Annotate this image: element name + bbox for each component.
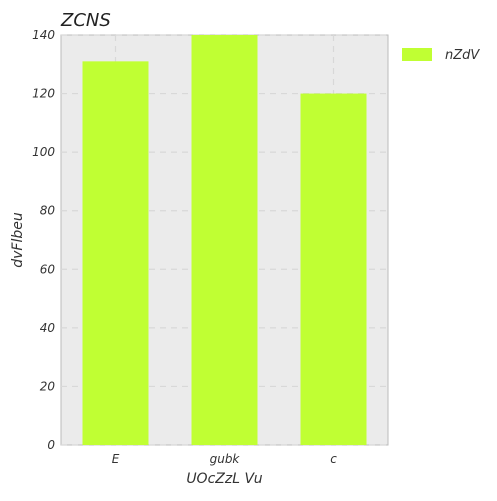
y-tick-label: 140 [32,28,55,42]
legend: nZdV [402,48,480,63]
y-tick-label: 20 [40,379,56,393]
y-axis-label: dvFlbeu [10,212,26,268]
y-tick-label: 40 [40,321,56,335]
y-axis-ticks: 0 20 40 60 80 100 120 140 [32,28,55,452]
bar-gubk [191,35,258,445]
y-tick-label: 60 [40,262,56,276]
y-tick-label: 0 [47,438,55,452]
bars [82,35,367,446]
x-axis-label: UOcZzL Vu [186,471,262,487]
bar-E [82,61,149,445]
legend-label: nZdV [445,48,480,63]
legend-swatch [402,48,432,61]
chart-title: ZCNS [60,10,111,31]
y-tick-label: 100 [32,145,55,159]
x-tick-label: c [330,452,337,466]
bar-c [300,93,367,446]
x-tick-label: gubk [210,452,241,466]
x-tick-label: E [112,452,120,466]
y-tick-label: 120 [32,87,55,101]
y-tick-label: 80 [40,204,56,218]
